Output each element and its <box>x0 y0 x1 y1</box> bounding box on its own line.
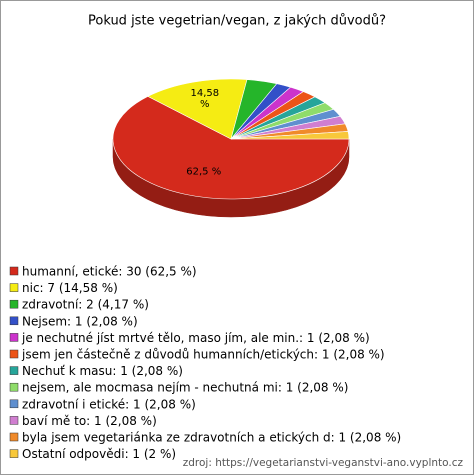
legend-swatch <box>9 349 19 359</box>
legend-swatch <box>9 432 19 442</box>
legend-label: humanní, etické: 30 (62,5 %) <box>22 265 197 279</box>
legend-label: je nechutné jíst mrtvé tělo, maso jím, a… <box>21 331 370 345</box>
pie-slice <box>112 96 350 200</box>
legend-swatch <box>9 399 19 409</box>
pie-slice <box>147 78 248 140</box>
legend-swatch <box>9 283 19 292</box>
legend-label: nic: 7 (14,58 %) <box>22 281 118 295</box>
legend-label: zdravotní i etické: 1 (2,08 %) <box>22 397 196 411</box>
legend-swatch <box>9 382 19 392</box>
legend-swatch <box>9 366 19 375</box>
value-label: 62,5 % <box>186 166 222 178</box>
legend-swatch <box>9 333 19 342</box>
legend-swatch <box>9 266 19 276</box>
legend-label: baví mě to: 1 (2,08 %) <box>22 414 157 428</box>
value-label: 14,58 % <box>190 88 220 111</box>
legend-label: zdravotní: 2 (4,17 %) <box>22 298 149 312</box>
legend-swatch <box>9 449 19 458</box>
legend-label: nejsem, ale mocmasa nejím - nechutná mi:… <box>22 381 348 395</box>
legend-swatch <box>9 416 19 425</box>
legend-label: jsem jen částečně z důvodů humanních/eti… <box>21 348 385 362</box>
legend-label: Nejsem: 1 (2,08 %) <box>22 314 138 328</box>
pie-slice <box>230 131 350 140</box>
legend-swatch <box>9 316 19 326</box>
legend-label: Ostatní odpovědi: 1 (2 %) <box>22 447 176 461</box>
chart-title: Pokud jste vegetrian/vegan, z jakých dův… <box>88 14 386 29</box>
legend-swatch <box>9 299 19 309</box>
source: zdroj: https://vegetarianstvi-veganstvi-… <box>183 457 464 469</box>
legend-label: Nechuť k masu: 1 (2,08 %) <box>22 364 183 378</box>
legend-label: byla jsem vegetariánka ze zdravotních a … <box>22 431 401 445</box>
